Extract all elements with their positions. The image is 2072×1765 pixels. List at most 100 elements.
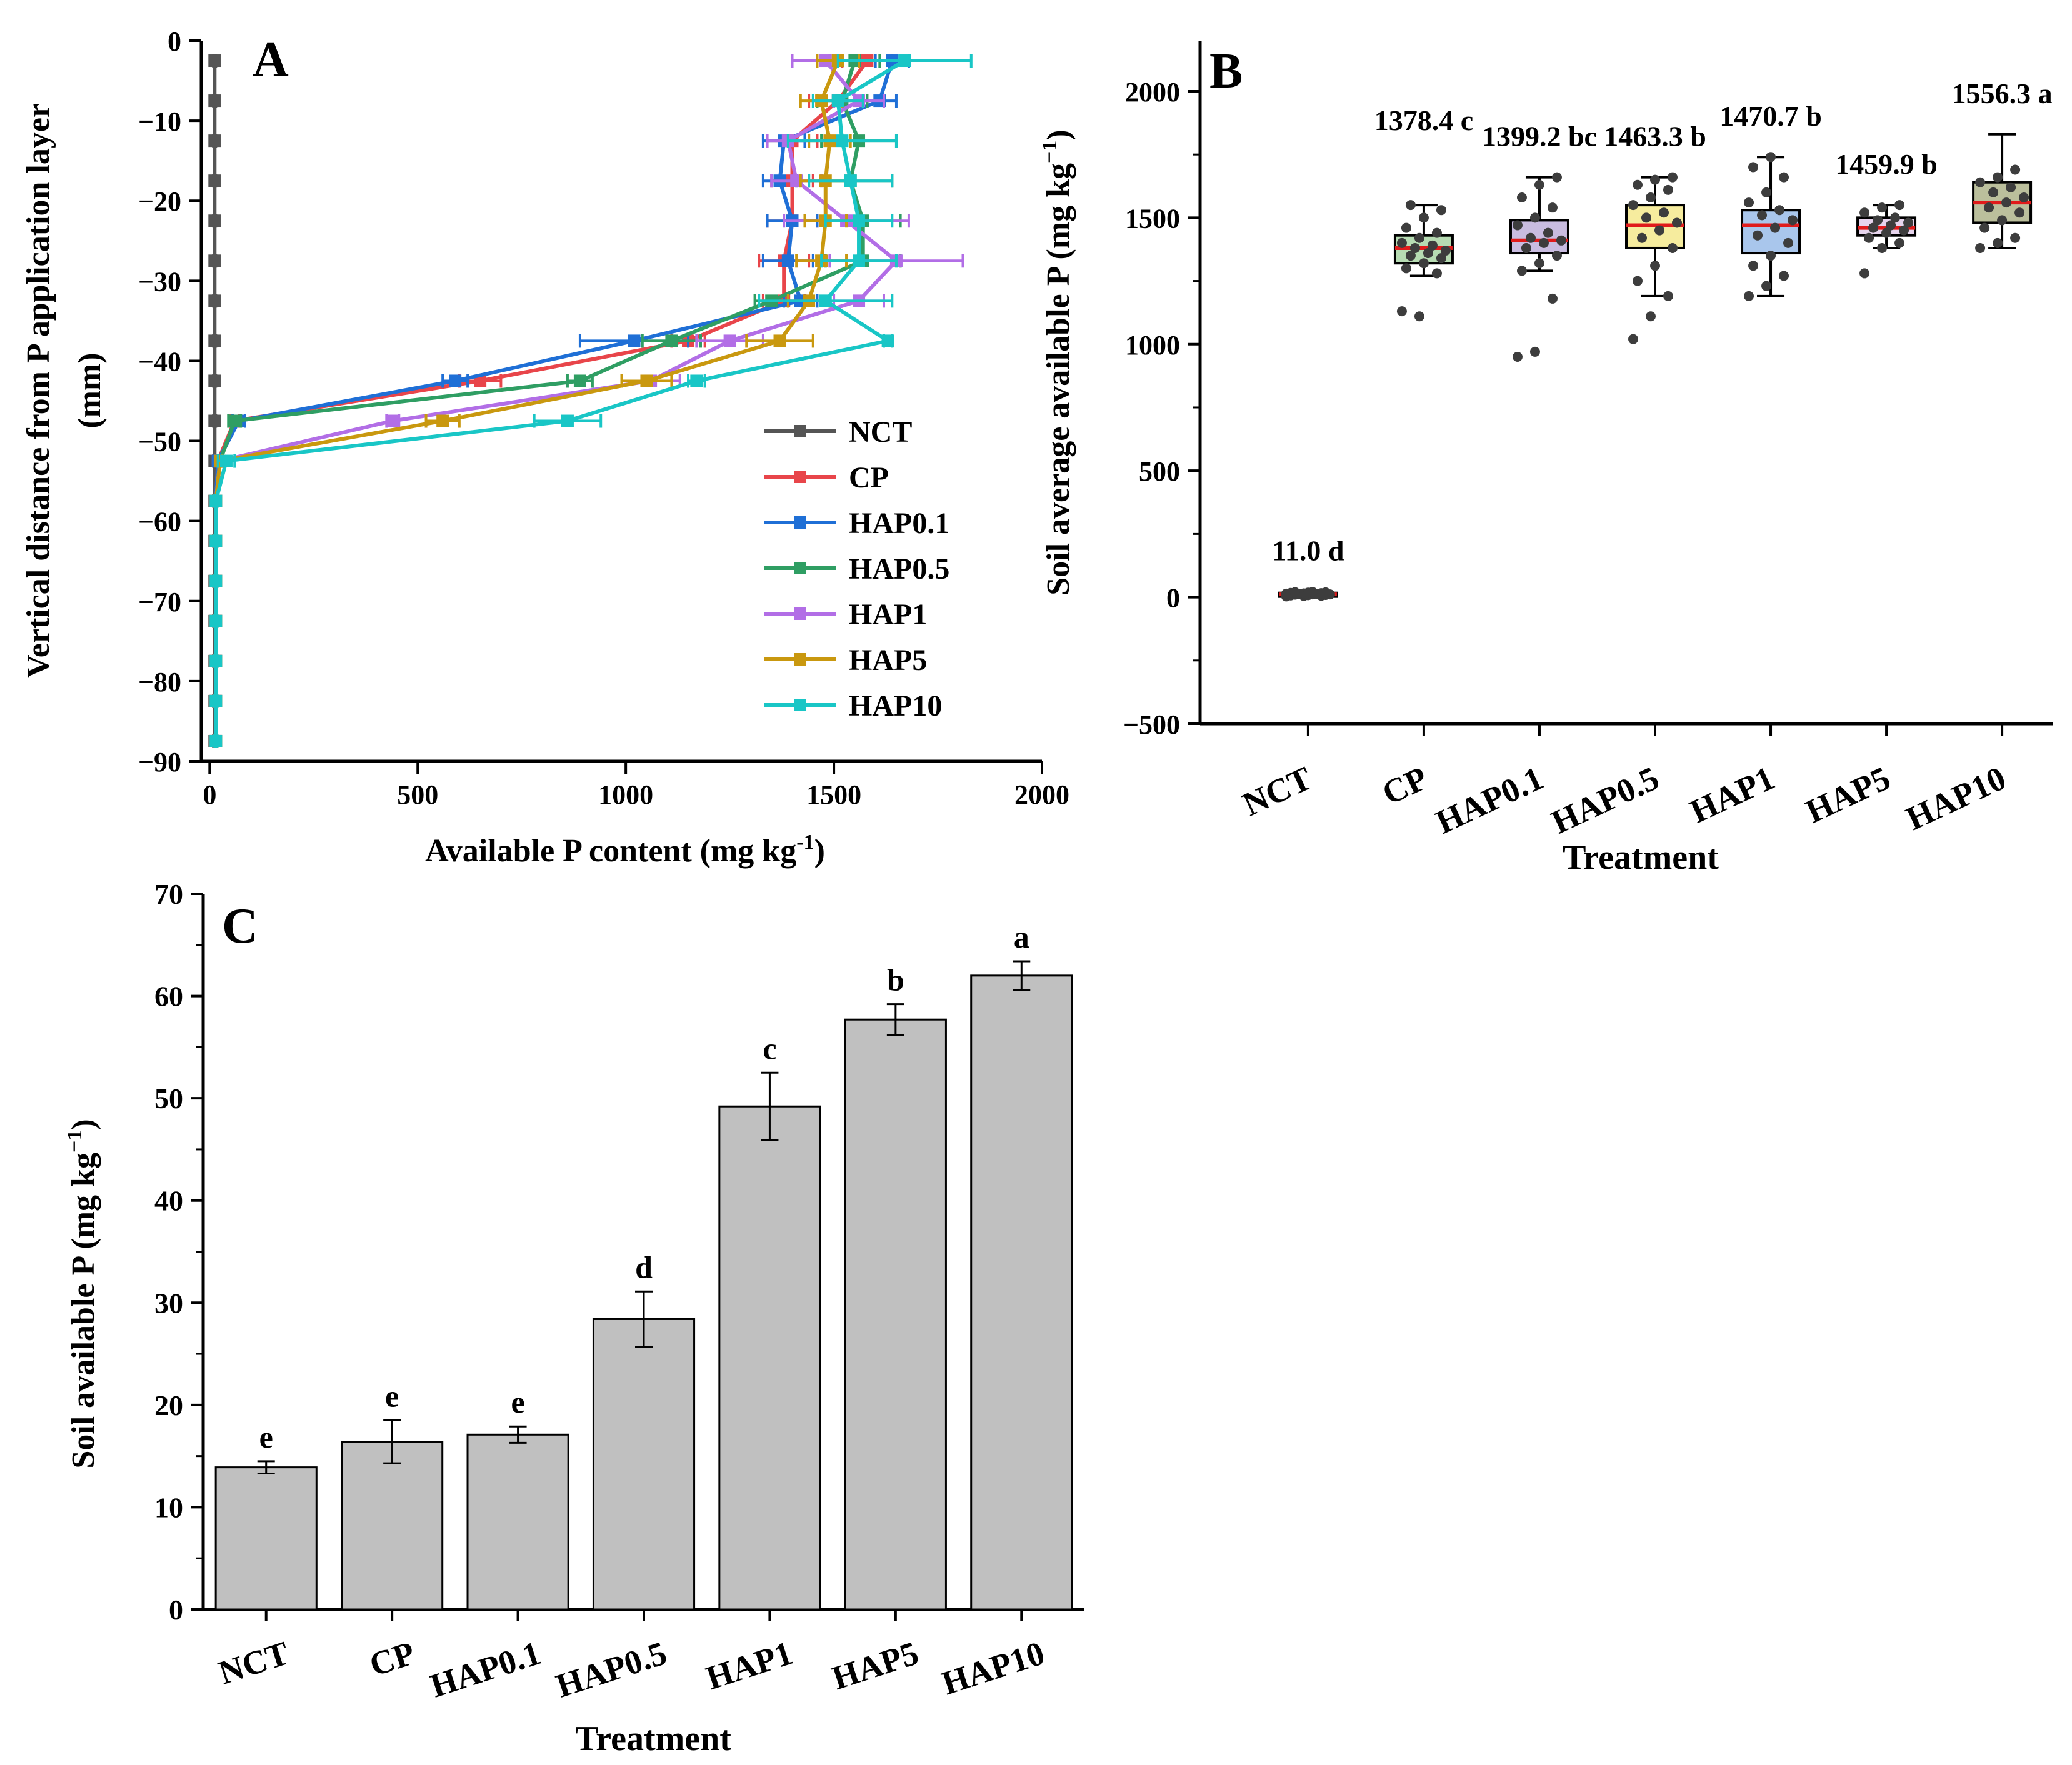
panel-b-data-point	[1979, 222, 1990, 233]
panel-b-category-label: HAP0.5	[1546, 759, 1664, 841]
panel-a-point-HAP5	[773, 334, 786, 348]
panel-b-data-point	[1770, 222, 1781, 233]
panel-b-annotation: 1459.9 b	[1835, 148, 1938, 180]
panel-a-point-HAP10	[561, 414, 574, 428]
panel-a-point-HAP10	[881, 334, 894, 348]
panel-a-point-HAP10	[209, 694, 223, 708]
panel-b-data-point	[1903, 218, 1914, 228]
panel-b-data-point	[1414, 311, 1424, 322]
panel-b-data-point	[1766, 152, 1776, 162]
panel-a-legend-marker-HAP0.1	[794, 516, 806, 529]
panel-a-point-HAP10	[209, 494, 223, 508]
panel-a-point-NCT	[208, 214, 221, 228]
panel-a-legend: NCT CP HAP0.1 HAP0.5 HAP1 HAP5 HAP10	[764, 416, 949, 722]
panel-a-legend-marker-HAP5	[794, 653, 806, 666]
panel-a-point-NCT	[208, 414, 221, 428]
panel-b-data-point	[1988, 187, 1999, 198]
panel-a-point-HAP0.1	[449, 374, 462, 388]
panel-c-y-tick-label: 60	[154, 981, 183, 1012]
panel-b-data-point	[1637, 232, 1647, 243]
panel-b-annotation: 11.0 d	[1272, 535, 1344, 567]
panel-b-data-point	[1516, 266, 1527, 276]
panel-a-y-tick-label: −50	[138, 427, 181, 458]
panel-b-data-point	[1659, 208, 1669, 218]
panel-b-data-point	[1547, 293, 1558, 304]
panel-b-data-point	[1320, 587, 1331, 598]
panel-a-legend-label-HAP5: HAP5	[849, 644, 927, 677]
panel-c-category-label: HAP5	[828, 1634, 923, 1697]
panel-a-y-tick-label: −20	[138, 186, 181, 217]
panel-c-category-labels: NCT CP HAP0.1 HAP0.5 HAP1 HAP5 HAP10	[214, 1634, 1049, 1704]
panel-b-data-point	[1556, 235, 1566, 246]
panel-a-legend-label-HAP0.1: HAP0.1	[849, 507, 949, 540]
panel-a-legend-label-HAP0.5: HAP0.5	[849, 552, 949, 586]
panel-a-x-tick-label: 500	[397, 779, 438, 810]
panel-a-point-NCT	[208, 54, 221, 68]
panel-a-point-HAP1	[386, 414, 399, 428]
panel-a-point-NCT	[208, 334, 221, 348]
panel-b-annotations: 11.0 d 1378.4 c 1399.2 bc 1463.3 b 1470.7 b 1…	[1272, 78, 2052, 567]
panel-a-point-HAP10	[898, 54, 911, 68]
panel-b-label: B	[1209, 44, 1243, 99]
panel-b-data-point	[1899, 225, 1909, 236]
panel-c-category-label: NCT	[214, 1634, 293, 1691]
panel-a-point-HAP10	[853, 254, 866, 268]
panel-b-data-point	[1761, 281, 1772, 291]
panel-a-point-NCT	[208, 294, 221, 308]
panel-b-data-point	[1628, 200, 1638, 211]
panel-b-data-point	[1864, 232, 1874, 243]
panel-b-boxes	[1278, 132, 2033, 602]
panel-a-x-tick-label: 2000	[1014, 779, 1069, 810]
panel-a-tick-labels: 0 500 1000 1500 2000 0 −10 −20 −30 −40 −50 −60 −70 −8…	[138, 26, 1069, 810]
panel-b-data-point	[1894, 238, 1905, 248]
panel-a-legend-marker-CP	[794, 471, 806, 483]
panel-b-annotation: 1378.4 c	[1374, 104, 1473, 136]
panel-b-data-point	[1396, 306, 1407, 317]
panel-c-bar-CP	[341, 1441, 444, 1611]
panel-b-data-point	[2001, 198, 2012, 208]
panel-b-category-label: CP	[1376, 759, 1433, 812]
panel-b-data-point	[1779, 271, 1789, 281]
panel-a-legend-marker-HAP10	[794, 699, 806, 711]
panel-b-data-point	[1761, 187, 1772, 198]
panel-c-bar-HAP0.5	[592, 1318, 696, 1611]
panel-a-point-HAP10	[219, 454, 233, 468]
panel-a-point-HAP10	[819, 294, 832, 308]
panel-b-y-axis-label: Soil average available P (mg kg−1)	[1038, 129, 1076, 596]
panel-b-data-point	[1859, 268, 1870, 279]
panel-b-y-tick-label: 2000	[1125, 77, 1180, 108]
panel-c-significance-letter: c	[763, 1031, 776, 1066]
panel-b-data-point	[1873, 215, 1883, 226]
panel-a-point-HAP0.1	[781, 254, 794, 268]
panel-b-data-point	[1668, 172, 1678, 182]
panel-a-point-HAP10	[844, 174, 857, 188]
panel-a-point-HAP10	[690, 374, 703, 388]
panel-c-bar-HAP0.1	[466, 1433, 569, 1611]
panel-a-label: A	[253, 32, 289, 88]
panel-a-point-HAP10	[836, 134, 849, 148]
panel-b-data-point	[1788, 215, 1798, 226]
panel-c-category-label: HAP1	[701, 1634, 797, 1697]
panel-a-point-HAP10	[853, 214, 866, 228]
panel-b-annotation: 1470.7 b	[1719, 100, 1822, 132]
panel-c-significance-letter: e	[511, 1384, 524, 1419]
panel-a-point-HAP0.5	[665, 334, 678, 348]
panel-a-point-HAP10	[209, 734, 223, 748]
panel-b-data-point	[1890, 212, 1901, 223]
panel-c-x-axis-label: Treatment	[575, 1719, 731, 1758]
panel-c-label: C	[222, 899, 258, 954]
panel-a-y-tick-label: −40	[138, 346, 181, 377]
panel-c-category-label: HAP10	[938, 1634, 1049, 1702]
panel-b-x-axis-label: Treatment	[1563, 838, 1719, 877]
panel-a-y-axis-label-line1: Vertical distance from P application lay…	[21, 103, 56, 678]
panel-b-data-point	[1427, 240, 1438, 251]
panel-b-data-point	[1993, 238, 2003, 248]
panel-b-data-point	[1646, 311, 1656, 322]
panel-c-y-tick-label: 40	[154, 1185, 183, 1217]
panel-a-x-tick-label: 0	[203, 779, 216, 810]
panel-c-bar-HAP10	[970, 974, 1073, 1611]
panel-b-data-point	[2010, 164, 2021, 175]
panel-b-category-label: NCT	[1237, 759, 1318, 823]
panel-b-data-point	[1543, 228, 1553, 238]
panel-b-data-point	[1774, 205, 1785, 216]
